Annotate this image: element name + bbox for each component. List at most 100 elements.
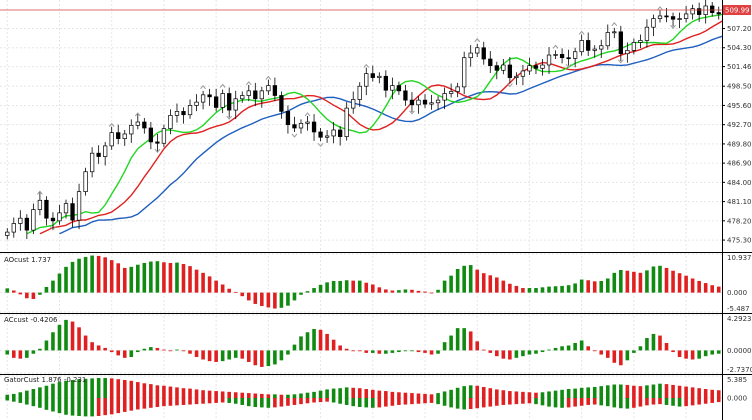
gator-lower-bar bbox=[468, 398, 473, 410]
gator-upper-bar bbox=[175, 387, 179, 398]
histogram-bar bbox=[697, 280, 701, 293]
gator-upper-bar bbox=[227, 391, 231, 398]
histogram-bar bbox=[175, 262, 179, 293]
gator-lower-bar bbox=[455, 398, 460, 409]
candle-body bbox=[253, 90, 258, 100]
histogram-bar bbox=[38, 292, 42, 295]
gator-upper-bar bbox=[658, 383, 662, 398]
gator-upper-bar bbox=[534, 392, 538, 398]
ac-panel[interactable] bbox=[5, 319, 721, 367]
gator-lower-bar bbox=[501, 398, 506, 405]
indicator-tick-label: 0.0000 bbox=[727, 347, 752, 355]
alligator-lips-line bbox=[26, 11, 733, 235]
candle-body bbox=[311, 121, 317, 133]
histogram-bar bbox=[703, 283, 708, 293]
histogram-bar bbox=[279, 350, 284, 361]
candle-body bbox=[181, 111, 186, 116]
gator-upper-bar bbox=[240, 392, 245, 398]
histogram-bar bbox=[25, 350, 29, 358]
indicator-tick-label: 0.000 bbox=[727, 289, 747, 297]
gator-lower-bar bbox=[149, 398, 153, 408]
histogram-bar bbox=[397, 290, 401, 293]
fractal-up-icon bbox=[265, 75, 272, 80]
candle-body bbox=[338, 129, 343, 137]
gator-lower-bar bbox=[344, 398, 349, 405]
histogram-bar bbox=[651, 333, 656, 351]
gator-lower-bar bbox=[312, 398, 316, 403]
indicator-tick-label: 5.385 bbox=[727, 376, 747, 384]
histogram-bar bbox=[214, 350, 218, 362]
candle-body bbox=[109, 132, 114, 147]
gator-lower-bar bbox=[57, 398, 62, 414]
fractal-up-icon bbox=[134, 112, 141, 117]
gator-lower-bar bbox=[175, 398, 179, 406]
histogram-bar bbox=[142, 262, 147, 293]
histogram-bar bbox=[253, 292, 258, 304]
gator-upper-bar bbox=[521, 391, 525, 398]
candle-body bbox=[213, 96, 219, 108]
price-tick-label: 475.30 bbox=[727, 237, 752, 245]
histogram-bar bbox=[129, 350, 134, 358]
candle-body bbox=[70, 203, 75, 221]
histogram-bar bbox=[423, 291, 427, 293]
gator-lower-bar bbox=[51, 398, 55, 412]
gator-lower-bar bbox=[246, 398, 251, 407]
histogram-bar bbox=[462, 265, 466, 293]
histogram-bar bbox=[527, 350, 532, 355]
histogram-bar bbox=[90, 342, 94, 351]
gator-upper-bar bbox=[246, 393, 251, 398]
candle-body bbox=[174, 111, 180, 116]
candle-body bbox=[103, 145, 108, 157]
histogram-bar bbox=[299, 336, 303, 351]
histogram-bar bbox=[318, 284, 323, 293]
candle-body bbox=[305, 121, 310, 124]
candle-body bbox=[116, 132, 121, 139]
candle-body bbox=[559, 54, 565, 59]
histogram-bar bbox=[703, 350, 708, 357]
gator-upper-bar bbox=[188, 388, 192, 398]
histogram-bar bbox=[11, 290, 16, 293]
histogram-bar bbox=[716, 286, 721, 293]
histogram-bar bbox=[64, 319, 68, 351]
gator-lower-bar bbox=[70, 398, 75, 416]
histogram-bar bbox=[207, 350, 212, 362]
histogram-bar bbox=[586, 346, 590, 351]
gator-lower-bar bbox=[579, 398, 584, 406]
histogram-bar bbox=[370, 284, 375, 293]
candle-body bbox=[279, 95, 284, 112]
histogram-bar bbox=[194, 269, 199, 293]
gator-lower-bar bbox=[207, 398, 212, 404]
histogram-bar bbox=[488, 350, 493, 353]
gator-upper-bar bbox=[299, 393, 303, 398]
histogram-bar bbox=[442, 280, 447, 293]
histogram-bar bbox=[390, 290, 395, 293]
ao-panel[interactable] bbox=[5, 255, 721, 309]
gator-upper-bar bbox=[677, 385, 682, 398]
histogram-bar bbox=[384, 350, 388, 354]
price-panel[interactable] bbox=[5, 0, 733, 240]
candle-body bbox=[409, 99, 415, 106]
gator-upper-bar bbox=[253, 393, 258, 398]
fractal-up-icon bbox=[37, 190, 43, 195]
gator-upper-bar bbox=[716, 390, 721, 398]
histogram-bar bbox=[579, 340, 584, 351]
gator-upper-bar bbox=[547, 391, 551, 398]
histogram-bar bbox=[592, 350, 597, 352]
histogram-bar bbox=[671, 350, 675, 353]
gator-lower-bar bbox=[299, 398, 303, 405]
fractal-up-icon bbox=[552, 44, 559, 49]
gator-upper-bar bbox=[501, 390, 506, 398]
histogram-bar bbox=[710, 285, 715, 293]
candle-body bbox=[129, 124, 134, 135]
histogram-bar bbox=[64, 266, 68, 293]
histogram-bar bbox=[495, 350, 499, 357]
histogram-bar bbox=[599, 280, 604, 293]
gator-upper-bar bbox=[312, 391, 316, 398]
gator-panel[interactable] bbox=[5, 377, 721, 417]
candle-body bbox=[383, 75, 388, 91]
candle-body bbox=[697, 8, 702, 15]
candle-body bbox=[31, 209, 36, 231]
gator-upper-bar bbox=[370, 389, 375, 398]
candle-body bbox=[200, 94, 206, 103]
